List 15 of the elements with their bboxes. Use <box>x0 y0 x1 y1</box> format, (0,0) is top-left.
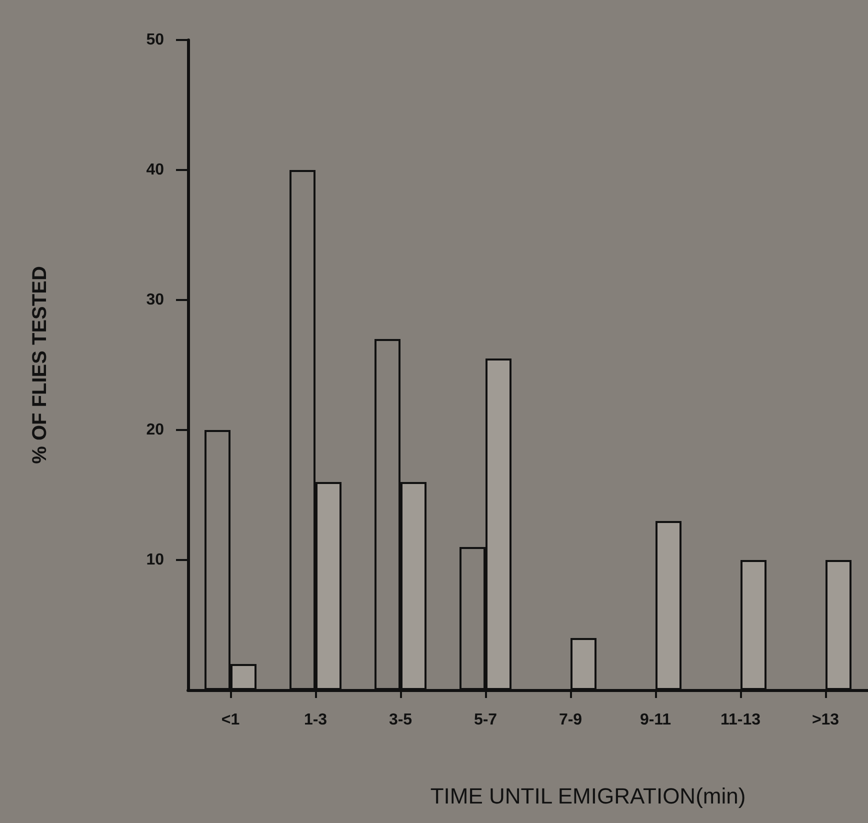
x-tick-label: 5-7 <box>474 712 498 728</box>
x-axis-title: TIME UNTIL EMIGRATION(min) <box>430 784 746 808</box>
x-tick-label: <1 <box>221 712 240 728</box>
y-tick-label: 20 <box>146 422 164 438</box>
x-tick-label: 1-3 <box>304 712 328 728</box>
y-tick-label: 50 <box>146 32 164 48</box>
x-tick-label: 11-13 <box>720 712 761 728</box>
x-tick-label: 3-5 <box>388 712 412 728</box>
y-axis-title: % OF FLIES TESTED <box>29 266 51 464</box>
x-tick-label: 7-9 <box>558 712 582 728</box>
y-tick-label: 40 <box>146 162 164 178</box>
y-tick-label: 10 <box>146 552 164 568</box>
y-tick-label: 30 <box>146 292 164 308</box>
x-tick-label: 9-11 <box>640 712 672 728</box>
x-tick-label: >13 <box>812 712 840 728</box>
